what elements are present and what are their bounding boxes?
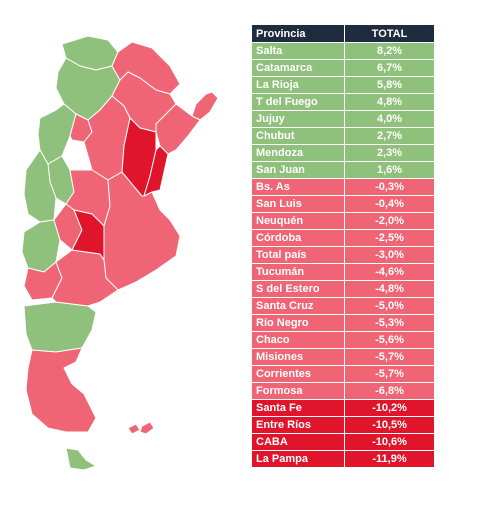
table-row: Catamarca 6,7% xyxy=(251,59,435,77)
table-row: Salta 8,2% xyxy=(251,42,435,60)
provincia-cell: Río Negro xyxy=(251,314,345,332)
table-row: Misiones -5,7% xyxy=(251,348,435,366)
table-row: Río Negro -5,3% xyxy=(251,314,435,332)
total-cell: 6,7% xyxy=(344,59,435,77)
provincia-cell: S del Estero xyxy=(251,280,345,298)
total-cell: 2,3% xyxy=(344,144,435,162)
total-cell: -0,3% xyxy=(344,178,435,196)
provincia-cell: Catamarca xyxy=(251,59,345,77)
table-row: San Juan 1,6% xyxy=(251,161,435,179)
provincia-cell: Corrientes xyxy=(251,365,345,383)
provincia-cell: CABA xyxy=(251,433,345,451)
total-cell: 4,8% xyxy=(344,93,435,111)
total-cell: -2,5% xyxy=(344,229,435,247)
header-provincia: Provincia xyxy=(251,24,345,43)
provincia-cell: Total país xyxy=(251,246,345,264)
map-la-pampa xyxy=(59,209,105,261)
provincia-cell: Tucumán xyxy=(251,263,345,281)
total-cell: -4,8% xyxy=(344,280,435,298)
table-row: Bs. As -0,3% xyxy=(251,178,435,196)
table-row: San Luis -0,4% xyxy=(251,195,435,213)
header-total: TOTAL xyxy=(344,24,435,43)
provincia-cell: Santa Fe xyxy=(251,399,345,417)
provincia-cell: Mendoza xyxy=(251,144,345,162)
total-cell: -5,7% xyxy=(344,365,435,383)
total-cell: -4,6% xyxy=(344,263,435,281)
table-row: Mendoza 2,3% xyxy=(251,144,435,162)
total-cell: -5,3% xyxy=(344,314,435,332)
map-malvinas-2 xyxy=(139,421,155,435)
map-santa-cruz xyxy=(25,347,97,433)
table-row: La Pampa -11,9% xyxy=(251,450,435,468)
table-row: Chaco -5,6% xyxy=(251,331,435,349)
provincia-cell: Córdoba xyxy=(251,229,345,247)
provincia-cell: La Rioja xyxy=(251,76,345,94)
map-catamarca xyxy=(37,103,77,165)
table-header-row: Provincia TOTAL xyxy=(251,24,435,43)
provincia-cell: Santa Cruz xyxy=(251,297,345,315)
provincia-cell: Chubut xyxy=(251,127,345,145)
total-cell: 5,8% xyxy=(344,76,435,94)
table-row: Formosa -6,8% xyxy=(251,382,435,400)
table-row: Tucumán -4,6% xyxy=(251,263,435,281)
table-row: S del Estero -4,8% xyxy=(251,280,435,298)
provincia-cell: La Pampa xyxy=(251,450,345,468)
table-row: Corrientes -5,7% xyxy=(251,365,435,383)
total-cell: -0,4% xyxy=(344,195,435,213)
total-cell: -5,7% xyxy=(344,348,435,366)
table-row: Córdoba -2,5% xyxy=(251,229,435,247)
table-row: La Rioja 5,8% xyxy=(251,76,435,94)
provincia-cell: Bs. As xyxy=(251,178,345,196)
total-cell: -2,0% xyxy=(344,212,435,230)
provincia-cell: Formosa xyxy=(251,382,345,400)
total-cell: 4,0% xyxy=(344,110,435,128)
table-row: Santa Cruz -5,0% xyxy=(251,297,435,315)
table-row: Total país -3,0% xyxy=(251,246,435,264)
total-cell: -3,0% xyxy=(344,246,435,264)
map-misiones xyxy=(191,91,219,121)
total-cell: 2,7% xyxy=(344,127,435,145)
map-tierra-del-fuego xyxy=(65,447,97,471)
table-row: Neuquén -2,0% xyxy=(251,212,435,230)
provincia-cell: Misiones xyxy=(251,348,345,366)
table-row: CABA -10,6% xyxy=(251,433,435,451)
provincia-table: Provincia TOTAL Salta 8,2% Catamarca 6,7% La… xyxy=(251,24,435,468)
total-cell: -6,8% xyxy=(344,382,435,400)
provincia-cell: San Juan xyxy=(251,161,345,179)
total-cell: -10,2% xyxy=(344,399,435,417)
table-row: Santa Fe -10,2% xyxy=(251,399,435,417)
provincia-cell: T del Fuego xyxy=(251,93,345,111)
map-entre-rios xyxy=(143,145,169,197)
total-cell: 1,6% xyxy=(344,161,435,179)
argentina-map xyxy=(21,35,219,471)
map-corrientes xyxy=(155,103,201,155)
provincia-cell: Jujuy xyxy=(251,110,345,128)
total-cell: -10,5% xyxy=(344,416,435,434)
table-row: T del Fuego 4,8% xyxy=(251,93,435,111)
total-cell: 8,2% xyxy=(344,42,435,60)
provincia-cell: San Luis xyxy=(251,195,345,213)
map-san-juan xyxy=(23,149,57,223)
total-cell: -11,9% xyxy=(344,450,435,468)
total-cell: -5,6% xyxy=(344,331,435,349)
map-malvinas-1 xyxy=(127,423,141,435)
provincia-cell: Entre Ríos xyxy=(251,416,345,434)
table-row: Chubut 2,7% xyxy=(251,127,435,145)
provincia-cell: Chaco xyxy=(251,331,345,349)
map-chubut xyxy=(23,301,97,353)
provincia-cell: Salta xyxy=(251,42,345,60)
total-cell: -10,6% xyxy=(344,433,435,451)
table-row: Jujuy 4,0% xyxy=(251,110,435,128)
total-cell: -5,0% xyxy=(344,297,435,315)
provincia-cell: Neuquén xyxy=(251,212,345,230)
table-row: Entre Ríos -10,5% xyxy=(251,416,435,434)
